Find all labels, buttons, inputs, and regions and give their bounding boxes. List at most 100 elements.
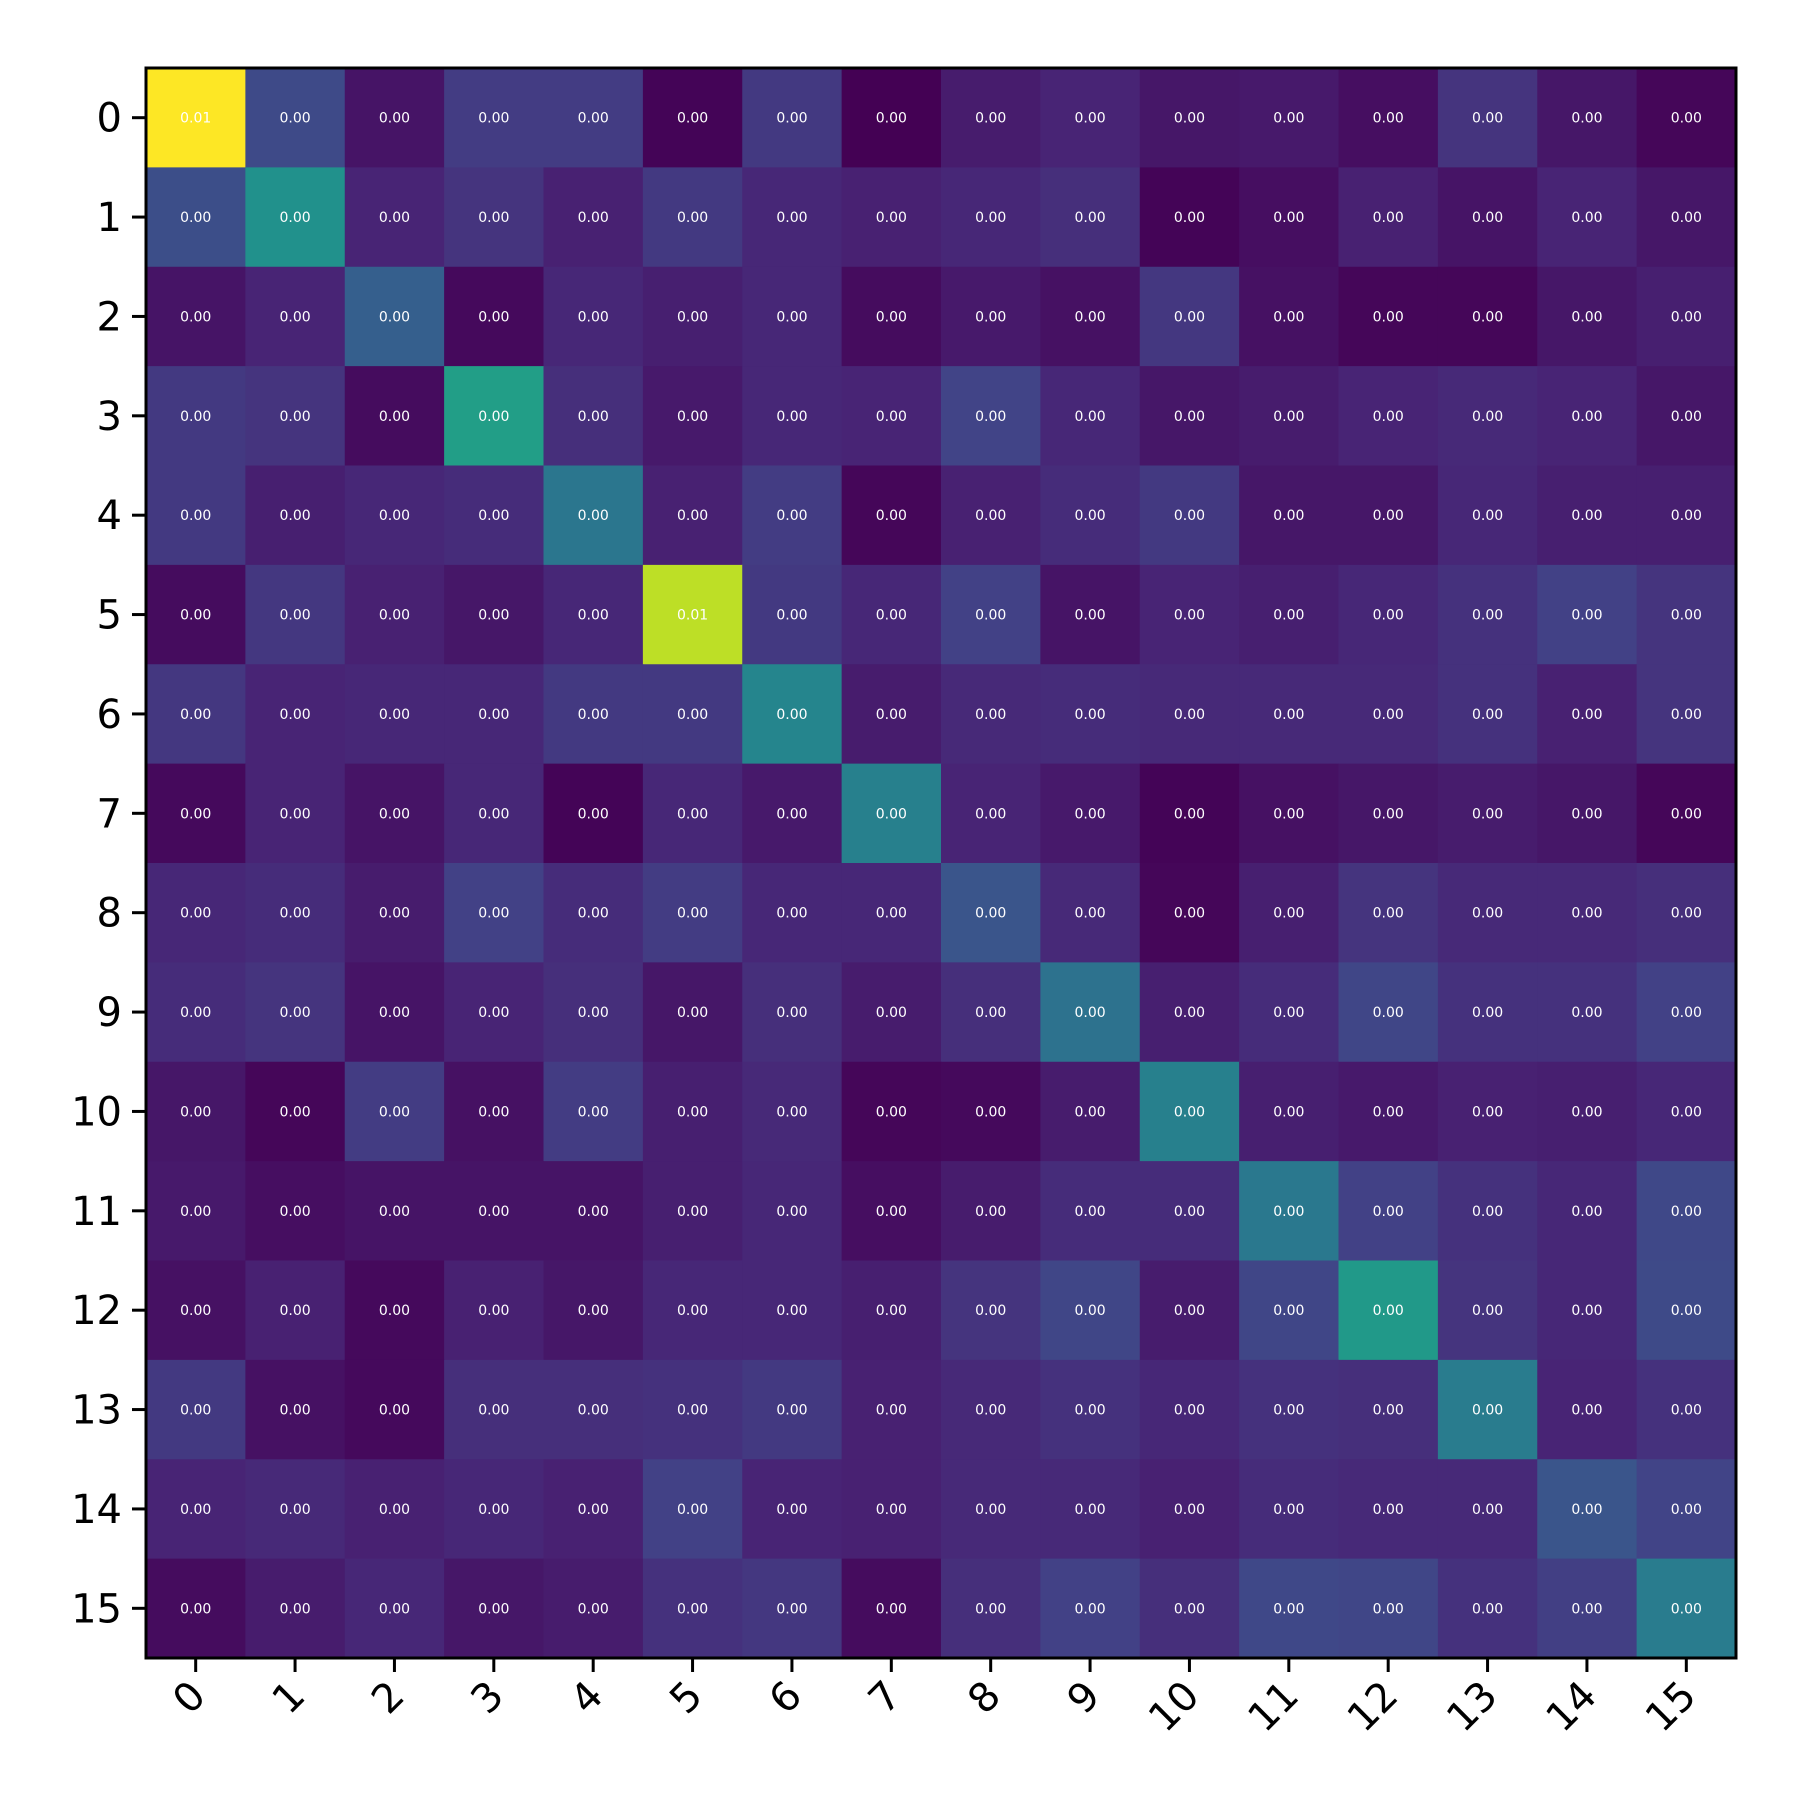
heatmap-cell-11-5 (642, 1161, 743, 1261)
heatmap-cell-2-5 (642, 266, 743, 367)
heatmap-cell-4-12 (1338, 465, 1439, 566)
x-tick-label-3: 3 (462, 1673, 513, 1724)
cell-value-label-6-0: 0.00 (180, 707, 211, 723)
x-tick-label-1: 1 (264, 1673, 315, 1724)
cell-value-label-4-13: 0.00 (1472, 508, 1503, 524)
heatmap-cell-4-14 (1537, 465, 1638, 566)
y-tick-label-1: 1 (97, 195, 122, 241)
cell-value-label-4-2: 0.00 (379, 508, 410, 524)
heatmap-cell-2-14 (1537, 266, 1638, 367)
cell-value-label-1-0: 0.00 (180, 210, 211, 226)
cell-value-label-8-1: 0.00 (279, 906, 310, 922)
cell-value-label-8-11: 0.00 (1273, 906, 1304, 922)
y-tick-label-14: 14 (71, 1487, 122, 1533)
cell-value-label-12-4: 0.00 (578, 1303, 609, 1319)
cell-value-label-10-1: 0.00 (279, 1104, 310, 1120)
x-tick-label-9: 9 (1059, 1673, 1110, 1724)
cell-value-label-15-0: 0.00 (180, 1601, 211, 1617)
heatmap-cell-15-12 (1338, 1558, 1439, 1659)
heatmap-cell-13-3 (444, 1359, 544, 1460)
cell-value-label-15-13: 0.00 (1472, 1601, 1503, 1617)
cell-value-label-2-4: 0.00 (578, 309, 609, 325)
heatmap-cell-1-11 (1239, 167, 1339, 268)
cell-value-label-15-9: 0.00 (1074, 1601, 1105, 1617)
cell-value-label-10-6: 0.00 (776, 1104, 807, 1120)
cell-value-label-0-15: 0.00 (1671, 111, 1702, 127)
heatmap-cell-7-9 (1040, 763, 1141, 864)
cell-value-label-6-3: 0.00 (478, 707, 509, 723)
heatmap-cell-0-2 (344, 68, 445, 168)
heatmap-cell-0-6 (742, 68, 843, 168)
heatmap-cell-12-10 (1139, 1260, 1240, 1361)
cell-value-label-1-3: 0.00 (478, 210, 509, 226)
heatmap-cell-13-1 (245, 1359, 346, 1460)
cell-value-label-13-12: 0.00 (1373, 1403, 1404, 1419)
cell-value-label-6-14: 0.00 (1571, 707, 1602, 723)
heatmap-cell-0-5 (642, 68, 743, 168)
heatmap-cell-7-7 (841, 763, 942, 864)
heatmap-cell-4-13 (1437, 465, 1538, 566)
heatmap-cell-1-6 (742, 167, 843, 268)
heatmap-cell-6-1 (245, 664, 346, 765)
cell-value-label-3-5: 0.00 (677, 409, 708, 425)
heatmap-cell-14-2 (344, 1459, 445, 1560)
heatmap-cell-7-13 (1437, 763, 1538, 864)
heatmap-cell-1-0 (146, 167, 246, 268)
heatmap-cell-2-12 (1338, 266, 1439, 367)
heatmap-cell-7-10 (1139, 763, 1240, 864)
y-tick-label-5: 5 (97, 593, 122, 639)
heatmap-cell-7-5 (642, 763, 743, 864)
y-tick-label-6: 6 (97, 692, 122, 738)
heatmap-cell-14-10 (1139, 1459, 1240, 1560)
heatmap-cell-11-9 (1040, 1161, 1141, 1261)
y-tick-label-13: 13 (71, 1388, 122, 1434)
heatmap-cell-13-6 (742, 1359, 843, 1460)
heatmap-cell-2-11 (1239, 266, 1339, 367)
cell-value-label-15-11: 0.00 (1273, 1601, 1304, 1617)
heatmap-cell-15-8 (941, 1558, 1041, 1659)
y-tick-label-8: 8 (97, 891, 122, 937)
cell-value-label-12-11: 0.00 (1273, 1303, 1304, 1319)
cell-value-label-4-12: 0.00 (1373, 508, 1404, 524)
heatmap-cell-6-2 (344, 664, 445, 765)
heatmap-cell-3-13 (1437, 366, 1538, 466)
cell-value-label-5-8: 0.00 (975, 608, 1006, 624)
heatmap-cell-0-3 (444, 68, 544, 168)
heatmap-cell-5-9 (1040, 564, 1141, 665)
cell-value-label-14-1: 0.00 (279, 1502, 310, 1518)
cell-value-label-4-3: 0.00 (478, 508, 509, 524)
heatmap-cell-4-2 (344, 465, 445, 566)
heatmap-cell-8-0 (146, 863, 246, 963)
cell-value-label-1-5: 0.00 (677, 210, 708, 226)
heatmap-cell-9-4 (543, 962, 644, 1063)
heatmap-cell-4-8 (941, 465, 1041, 566)
cell-value-label-4-7: 0.00 (876, 508, 907, 524)
cell-value-label-15-2: 0.00 (379, 1601, 410, 1617)
cell-value-label-12-15: 0.00 (1671, 1303, 1702, 1319)
heatmap-cell-7-4 (543, 763, 644, 864)
heatmap-cell-8-10 (1139, 863, 1240, 963)
heatmap-cell-2-1 (245, 266, 346, 367)
cell-value-label-3-8: 0.00 (975, 409, 1006, 425)
cell-value-label-1-11: 0.00 (1273, 210, 1304, 226)
cell-value-label-7-4: 0.00 (578, 806, 609, 822)
heatmap-cell-6-0 (146, 664, 246, 765)
cell-value-label-10-8: 0.00 (975, 1104, 1006, 1120)
cell-value-label-9-13: 0.00 (1472, 1005, 1503, 1021)
heatmap-cell-8-13 (1437, 863, 1538, 963)
heatmap-cell-4-11 (1239, 465, 1339, 566)
y-tick-label-0: 0 (97, 96, 122, 142)
cell-value-label-0-3: 0.00 (478, 111, 509, 127)
heatmap-cell-13-2 (344, 1359, 445, 1460)
heatmap-cell-6-14 (1537, 664, 1638, 765)
cell-value-label-7-12: 0.00 (1373, 806, 1404, 822)
heatmap-cell-3-2 (344, 366, 445, 466)
cell-value-label-0-1: 0.00 (279, 111, 310, 127)
cell-value-label-14-10: 0.00 (1174, 1502, 1205, 1518)
heatmap-cell-5-5 (642, 564, 743, 665)
heatmap-cell-15-4 (543, 1558, 644, 1659)
cell-value-label-9-4: 0.00 (578, 1005, 609, 1021)
cell-value-label-7-13: 0.00 (1472, 806, 1503, 822)
heatmap-cell-11-11 (1239, 1161, 1339, 1261)
